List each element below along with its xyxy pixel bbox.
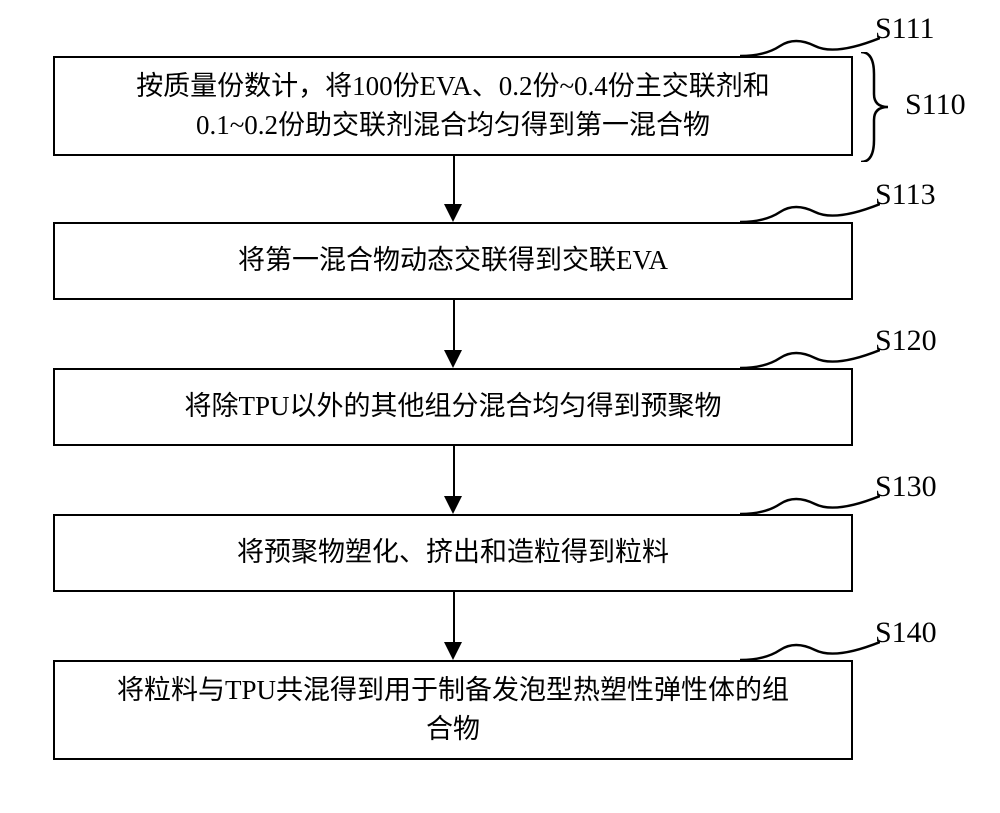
arrow-line (453, 592, 455, 642)
label-text: S120 (875, 324, 937, 357)
arrow-head-icon (444, 350, 462, 368)
label-text: S140 (875, 616, 937, 649)
step-label-s130: S130 (875, 470, 937, 504)
arrow-head-icon (444, 496, 462, 514)
arrow-head-icon (444, 642, 462, 660)
step-label-s120: S120 (875, 324, 937, 358)
arrow-line (453, 446, 455, 496)
step-label-s111: S111 (875, 12, 934, 46)
leader-squiggle-icon (740, 486, 880, 520)
step-box-s140: 将粒料与TPU共混得到用于制备发泡型热塑性弹性体的组 合物 (53, 660, 853, 760)
step-box-s111: 按质量份数计，将100份EVA、0.2份~0.4份主交联剂和 0.1~0.2份助… (53, 56, 853, 156)
label-text: S113 (875, 178, 936, 211)
step-label-s113: S113 (875, 178, 936, 212)
step-box-s113: 将第一混合物动态交联得到交联EVA (53, 222, 853, 300)
group-label-s110: S110 (905, 88, 966, 122)
leader-squiggle-icon (740, 632, 880, 666)
step-text: 将预聚物塑化、挤出和造粒得到粒料 (237, 533, 669, 572)
arrow-line (453, 300, 455, 350)
arrow-line (453, 156, 455, 204)
label-text: S111 (875, 12, 934, 45)
step-text: 按质量份数计，将100份EVA、0.2份~0.4份主交联剂和 0.1~0.2份助… (136, 67, 770, 145)
flowchart-canvas: 按质量份数计，将100份EVA、0.2份~0.4份主交联剂和 0.1~0.2份助… (0, 0, 1000, 813)
step-text: 将粒料与TPU共混得到用于制备发泡型热塑性弹性体的组 合物 (117, 671, 789, 749)
step-box-s130: 将预聚物塑化、挤出和造粒得到粒料 (53, 514, 853, 592)
step-text: 将除TPU以外的其他组分混合均匀得到预聚物 (184, 387, 721, 426)
step-text: 将第一混合物动态交联得到交联EVA (238, 241, 668, 280)
label-text: S110 (905, 88, 966, 121)
step-box-s120: 将除TPU以外的其他组分混合均匀得到预聚物 (53, 368, 853, 446)
leader-squiggle-icon (740, 340, 880, 374)
step-label-s140: S140 (875, 616, 937, 650)
curly-brace-icon (858, 52, 898, 162)
label-text: S130 (875, 470, 937, 503)
arrow-head-icon (444, 204, 462, 222)
leader-squiggle-icon (740, 194, 880, 228)
